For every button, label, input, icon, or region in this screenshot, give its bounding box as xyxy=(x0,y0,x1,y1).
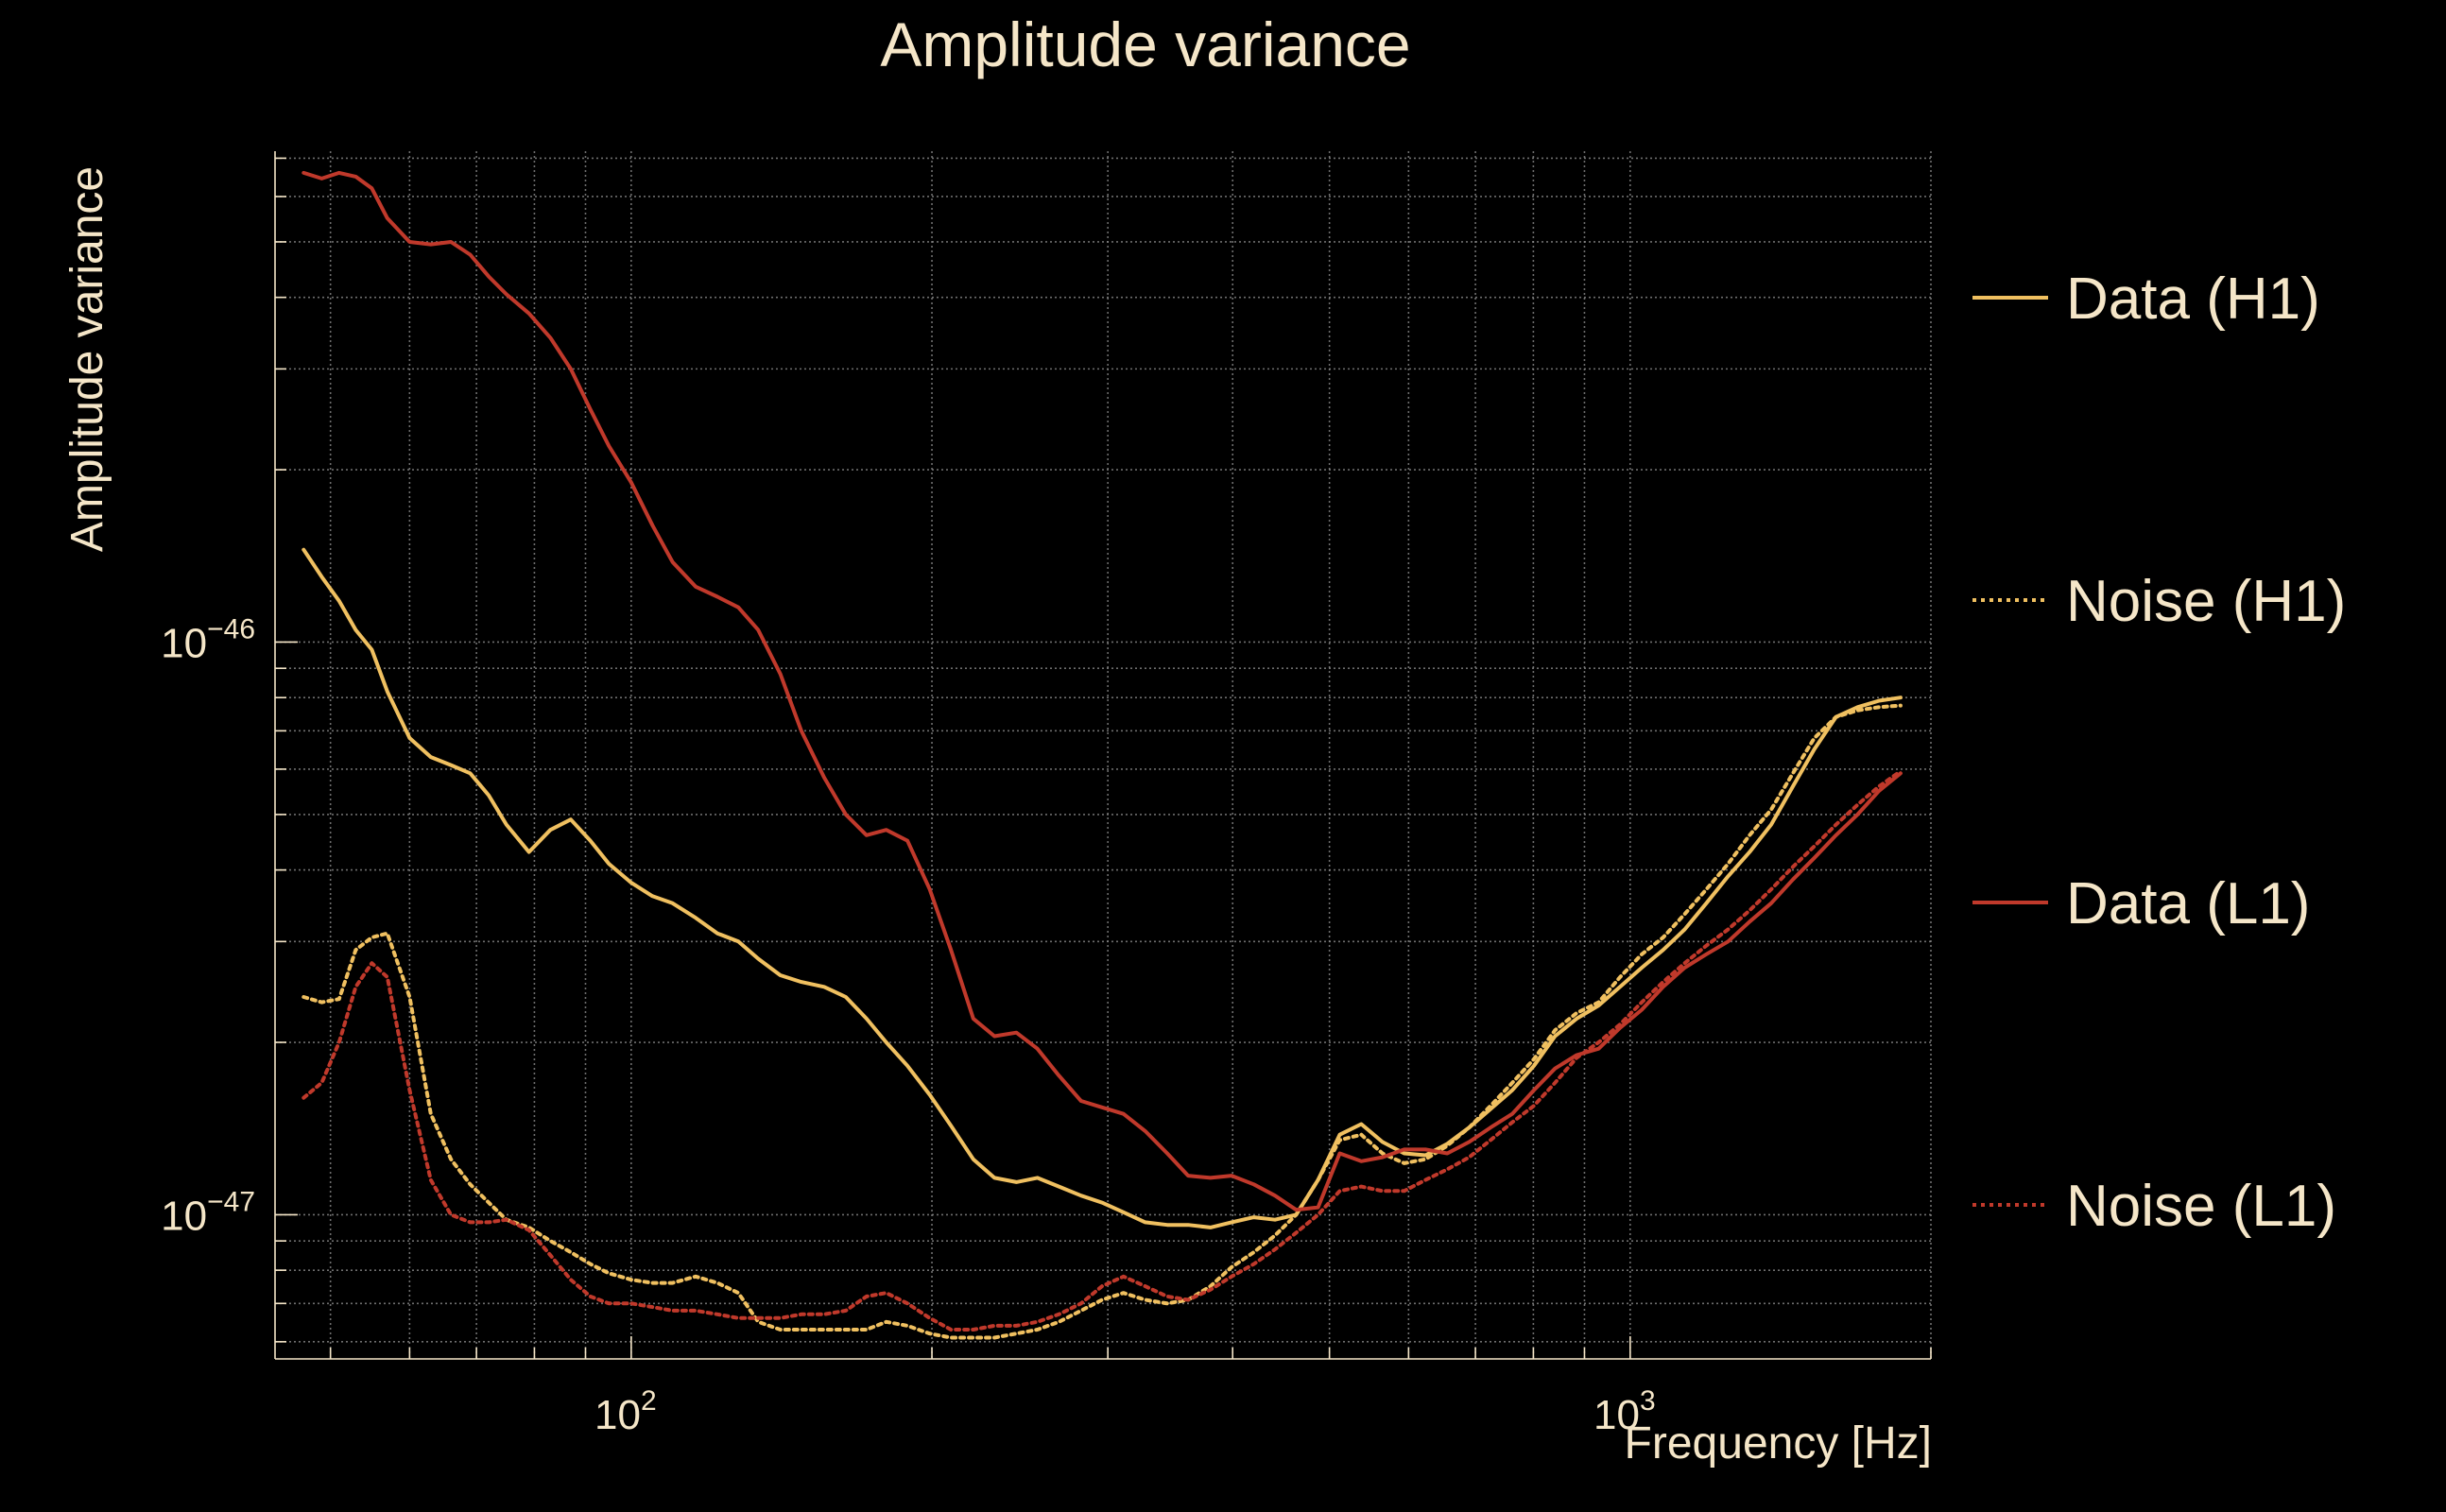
x-tick-label: 102 xyxy=(594,1385,657,1438)
x-axis-label: Frequency [Hz] xyxy=(1625,1418,1932,1469)
y-tick-label: 10−47 xyxy=(161,1186,255,1239)
grid xyxy=(275,151,1932,1359)
series-line-noise-h1 xyxy=(301,703,1903,1340)
plot-series xyxy=(301,170,1903,1340)
legend: Data (H1) Noise (H1) Data (L1) Noise (L1) xyxy=(1972,266,2346,1239)
y-axis-label: Amplitude variance xyxy=(62,166,112,552)
series-line-data-l1 xyxy=(301,170,1903,1212)
legend-label: Data (L1) xyxy=(2066,871,2310,936)
legend-label: Noise (H1) xyxy=(2066,569,2346,634)
chart-title: Amplitude variance xyxy=(880,9,1410,79)
legend-label: Data (H1) xyxy=(2066,266,2320,332)
series-line-noise-l1 xyxy=(301,769,1903,1332)
x-tick-label: 103 xyxy=(1593,1385,1656,1438)
legend-label: Noise (L1) xyxy=(2066,1174,2336,1239)
y-tick-label: 10−46 xyxy=(161,613,255,666)
series-line-data-h1 xyxy=(301,547,1903,1229)
axes: 102 103 10−46 10−47 xyxy=(161,151,1932,1438)
